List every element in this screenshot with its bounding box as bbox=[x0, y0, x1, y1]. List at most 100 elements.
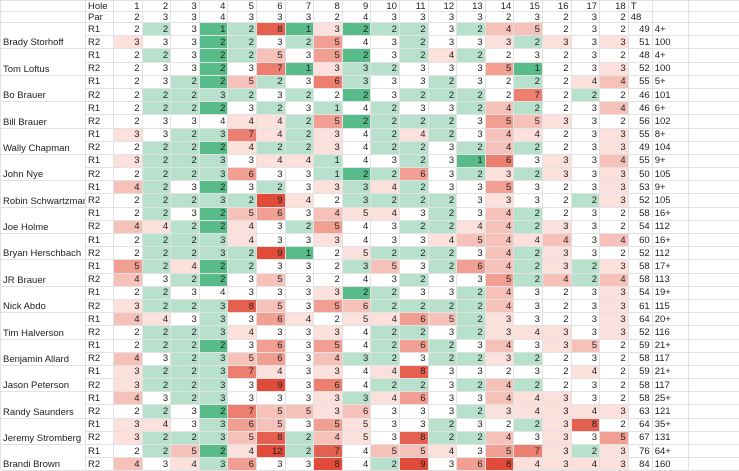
score-cell: 2 bbox=[599, 417, 629, 432]
score-cell: 2 bbox=[541, 364, 572, 380]
score-cell: 6 bbox=[398, 338, 429, 353]
score-cell: 2 bbox=[456, 167, 486, 182]
score-cell: 4 bbox=[513, 391, 543, 406]
score-cell: 5 bbox=[341, 206, 372, 221]
score-cell: 5 bbox=[313, 114, 343, 129]
score-cell: 3 bbox=[170, 114, 200, 129]
score-cell: 3 bbox=[541, 338, 572, 353]
blank-cell bbox=[687, 325, 739, 340]
score-cell: 3 bbox=[599, 140, 629, 155]
score-cell: 6 bbox=[227, 417, 257, 432]
score-cell: 4 bbox=[255, 153, 286, 169]
score-cell: 3 bbox=[198, 87, 229, 103]
blank-cell bbox=[687, 259, 739, 274]
score-cell: 4 bbox=[370, 364, 400, 380]
round-extra: 117 bbox=[651, 351, 689, 366]
score-cell: 2 bbox=[141, 180, 172, 195]
score-cell: 2 bbox=[398, 272, 429, 287]
blank-cell bbox=[687, 87, 739, 103]
score-cell: 2 bbox=[113, 48, 143, 63]
blank-cell bbox=[687, 11, 739, 23]
score-cell: 3 bbox=[427, 180, 458, 195]
hole-number: 10 bbox=[370, 0, 400, 12]
score-cell: 2 bbox=[398, 180, 429, 195]
score-cell: 2 bbox=[456, 298, 486, 314]
score-cell: 3 bbox=[570, 312, 601, 327]
score-cell: 4 bbox=[141, 417, 172, 432]
score-cell: 4 bbox=[227, 232, 257, 248]
score-cell: 5 bbox=[341, 312, 372, 327]
score-cell: 3 bbox=[599, 443, 629, 459]
score-cell: 4 bbox=[484, 338, 515, 353]
round-extra: 115 bbox=[651, 298, 689, 314]
score-cell: 3 bbox=[170, 285, 200, 300]
round-total: 50 bbox=[627, 167, 653, 182]
score-cell: 2 bbox=[170, 351, 200, 366]
score-cell: 7 bbox=[227, 404, 257, 419]
score-cell: 2 bbox=[141, 338, 172, 353]
score-cell: 1 bbox=[313, 101, 343, 116]
hole-number: 1 bbox=[113, 0, 143, 12]
score-cell: 2 bbox=[599, 378, 629, 393]
score-cell: 2 bbox=[599, 364, 629, 380]
round-label: R1 bbox=[85, 391, 114, 406]
score-cell: 4 bbox=[341, 35, 372, 50]
score-cell: 4 bbox=[341, 127, 372, 142]
round-label: R2 bbox=[85, 272, 114, 287]
round-extra: 4+ bbox=[651, 21, 689, 37]
score-cell: 5 bbox=[255, 272, 286, 287]
score-cell: 4 bbox=[284, 153, 315, 169]
score-cell: 3 bbox=[113, 378, 143, 393]
round-extra: 9+ bbox=[651, 153, 689, 169]
score-cell: 4 bbox=[113, 457, 143, 471]
score-cell: 3 bbox=[370, 404, 400, 419]
score-cell: 5 bbox=[341, 246, 372, 261]
score-cell: 3 bbox=[341, 391, 372, 406]
score-cell: 4 bbox=[570, 364, 601, 380]
score-cell: 2 bbox=[141, 101, 172, 116]
score-cell: 4 bbox=[570, 457, 601, 471]
sheet-row: Benjamin Allard R1 2 2 2 2 3 6 3 5 4 2 6 2 3 4 3 3 5 2 59 21+ bbox=[0, 338, 739, 366]
score-cell: 4 bbox=[113, 391, 143, 406]
score-cell: 2 bbox=[141, 259, 172, 274]
score-cell: 5 bbox=[227, 74, 257, 89]
score-cell: 2 bbox=[198, 443, 229, 459]
score-cell: 2 bbox=[541, 193, 572, 208]
score-cell: 1 bbox=[313, 153, 343, 169]
score-cell: 3 bbox=[141, 457, 172, 471]
score-cell: 2 bbox=[370, 351, 400, 366]
player-name: Tom Loftus bbox=[0, 48, 86, 76]
score-cell: 3 bbox=[513, 298, 543, 314]
score-cell: 2 bbox=[513, 74, 543, 89]
round-total: 49 bbox=[627, 21, 653, 37]
score-cell: 2 bbox=[141, 87, 172, 103]
score-cell: 2 bbox=[198, 101, 229, 116]
score-cell: 3 bbox=[541, 430, 572, 446]
score-cell: 3 bbox=[141, 114, 172, 129]
score-cell: 2 bbox=[398, 325, 429, 340]
round-label: R2 bbox=[85, 114, 114, 129]
score-cell: 3 bbox=[599, 404, 629, 419]
score-cell: 4 bbox=[113, 272, 143, 287]
score-cell: 8 bbox=[484, 457, 515, 471]
score-cell: 2 bbox=[541, 87, 572, 103]
score-cell: 2 bbox=[427, 430, 458, 446]
score-cell: 2 bbox=[141, 140, 172, 155]
score-cell: 3 bbox=[456, 272, 486, 287]
hole-number: 16 bbox=[541, 0, 572, 12]
score-cell: 6 bbox=[227, 457, 257, 471]
score-cell: 2 bbox=[113, 246, 143, 261]
par-value: 3 bbox=[370, 11, 400, 23]
score-cell: 8 bbox=[313, 457, 343, 471]
sheet-row: R2 2 2 3 2 7 5 5 3 6 3 3 3 2 3 4 3 4 3 63 121 bbox=[1, 404, 739, 419]
score-cell: 3 bbox=[141, 35, 172, 50]
round-total: 55 bbox=[627, 127, 653, 142]
round-extra: 19+ bbox=[651, 285, 689, 300]
score-cell: 3 bbox=[227, 312, 257, 327]
blank-cell bbox=[687, 153, 739, 169]
score-cell: 3 bbox=[313, 180, 343, 195]
score-cell: 3 bbox=[398, 206, 429, 221]
score-cell: 2 bbox=[398, 114, 429, 129]
score-cell: 2 bbox=[170, 74, 200, 89]
score-cell: 2 bbox=[570, 443, 601, 459]
